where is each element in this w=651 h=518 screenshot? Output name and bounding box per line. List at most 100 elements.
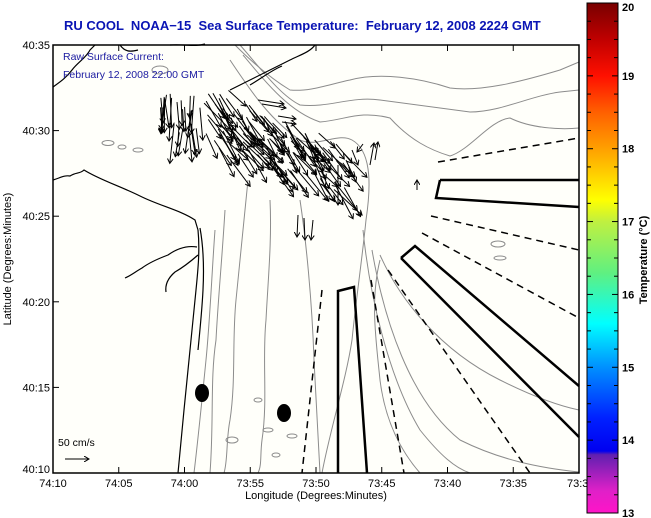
- current-vector: [335, 186, 353, 219]
- current-vector: [203, 102, 230, 129]
- current-vector: [219, 93, 234, 117]
- y-tick-label: 40:15: [22, 382, 50, 394]
- map-plot-area: [53, 45, 579, 473]
- contour-blob: [253, 397, 263, 403]
- colorbar-tick-label: 17: [622, 217, 634, 229]
- y-tick-label: 40:25: [22, 211, 50, 223]
- station-marker: [195, 384, 209, 402]
- current-vector: [170, 123, 175, 163]
- current-vector: [263, 116, 284, 138]
- current-vector: [181, 100, 182, 125]
- colorbar-tick-label: 13: [622, 508, 634, 518]
- current-vector: [314, 157, 331, 173]
- current-vector: [285, 125, 305, 161]
- current-vector: [237, 153, 253, 177]
- current-vector: [207, 114, 231, 144]
- current-vector: [304, 133, 324, 170]
- current-vector: [375, 142, 378, 161]
- contour-line: [371, 249, 580, 473]
- current-vector: [224, 114, 241, 151]
- current-vector: [322, 152, 342, 180]
- current-vector: [229, 127, 248, 151]
- station-marker: [277, 404, 291, 422]
- coastline-north: [52, 44, 96, 88]
- contour-line: [379, 254, 580, 411]
- contour-line: [209, 209, 226, 474]
- current-vector: [207, 119, 221, 138]
- contour-line: [193, 229, 216, 474]
- contour-blob: [117, 144, 127, 150]
- coastline-north: [119, 44, 139, 52]
- transect-dashed: [387, 269, 531, 474]
- contour-blob: [225, 436, 239, 444]
- x-tick-label: 73:45: [368, 478, 396, 490]
- current-vector: [269, 138, 282, 151]
- contour-line: [234, 44, 580, 91]
- current-vector: [287, 168, 307, 193]
- current-vector: [281, 122, 296, 124]
- current-vector: [272, 122, 287, 138]
- x-tick-label: 73:50: [302, 478, 330, 490]
- y-tick-label: 40:30: [22, 126, 50, 138]
- current-vector: [185, 110, 192, 153]
- current-vector: [357, 143, 364, 152]
- current-vector: [248, 121, 264, 141]
- x-tick-label: 74:05: [105, 478, 133, 490]
- current-vector: [327, 148, 349, 178]
- current-vector: [205, 133, 217, 159]
- current-vector: [271, 166, 294, 196]
- colorbar-tick-label: 19: [622, 71, 634, 83]
- current-vector: [205, 100, 221, 127]
- current-vector: [185, 106, 186, 131]
- current-vector: [290, 122, 316, 150]
- surface-current-vectors: [161, 89, 417, 240]
- colorbar-tick-label: 20: [622, 2, 634, 14]
- y-tick-label: 40:20: [22, 297, 50, 309]
- x-tick-label: 73:35: [499, 478, 527, 490]
- x-axis-ticks: 74:10 74:05 74:00 73:55 73:50 73:45 73:40 73:35…: [39, 45, 588, 490]
- coastline-nj: [177, 229, 200, 474]
- current-vector: [245, 103, 257, 121]
- coastline-nj: [52, 169, 199, 231]
- transect-box: [336, 285, 369, 474]
- current-vector: [213, 140, 231, 165]
- contour-blob: [490, 240, 506, 248]
- transect-dashed: [430, 215, 580, 251]
- colorbar-ticks: 20 19 18 17 16 15 14 13: [587, 2, 635, 518]
- current-vector: [270, 159, 298, 190]
- colorbar-tick-label: 15: [622, 362, 634, 374]
- current-vector: [321, 172, 337, 186]
- current-vector: [304, 217, 305, 240]
- transect-dashed: [421, 232, 580, 319]
- coastline-bay: [124, 245, 198, 279]
- current-vector: [314, 147, 330, 163]
- transect-dashed: [370, 279, 405, 474]
- current-vector: [317, 162, 326, 179]
- current-vector: [321, 171, 329, 189]
- colorbar-tick-label: 16: [622, 289, 634, 301]
- contour-line: [374, 259, 421, 474]
- colorbar: [586, 2, 619, 514]
- current-vector: [305, 140, 314, 159]
- current-vector: [261, 103, 286, 108]
- current-vector: [295, 137, 315, 166]
- current-vector: [245, 139, 272, 165]
- transect-dashed: [301, 289, 323, 474]
- current-vector: [277, 116, 296, 119]
- glider-transects: [301, 137, 580, 474]
- current-vector: [345, 159, 356, 182]
- current-vector: [217, 128, 235, 160]
- current-vector: [318, 132, 336, 148]
- coastline-nj: [197, 227, 205, 351]
- current-vector: [293, 152, 317, 174]
- scale-arrow-label: 50 cm/s: [58, 437, 95, 449]
- current-vector: [311, 219, 313, 240]
- contour-blob: [262, 427, 274, 433]
- x-tick-label: 74:00: [171, 478, 199, 490]
- current-vector: [225, 98, 242, 120]
- colorbar-tick-label: 18: [622, 144, 634, 156]
- contour-line: [242, 54, 580, 157]
- current-vector: [195, 128, 199, 153]
- contour-line: [257, 199, 272, 474]
- contour-blob: [493, 255, 507, 261]
